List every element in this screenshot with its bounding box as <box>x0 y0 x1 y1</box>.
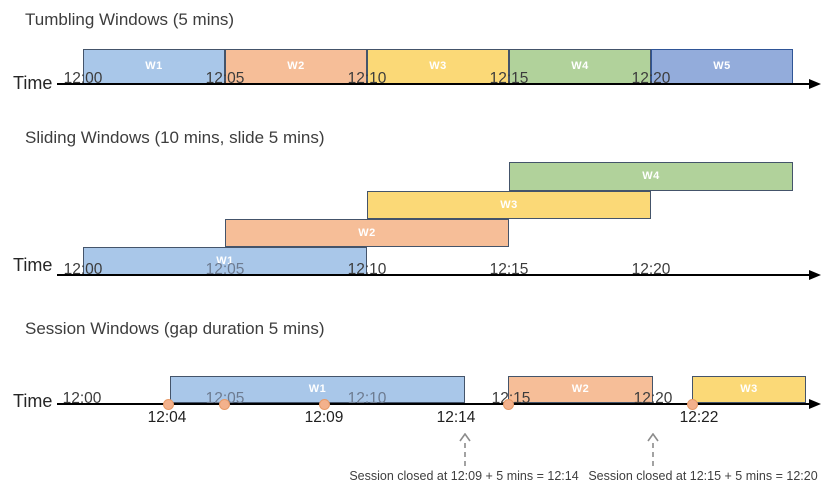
tumbling-window-label-w3: W3 <box>429 60 447 72</box>
session-callout-text: Session closed at 12:09 + 5 mins = 12:14 <box>349 469 579 483</box>
session-section-title: Session Windows (gap duration 5 mins) <box>25 319 325 338</box>
sliding-window-w1: W1 <box>83 247 367 275</box>
sliding-window-w4: W4 <box>509 162 793 191</box>
session-time-point-label: 12:14 <box>436 409 476 426</box>
tumbling-tick-label: 12:05 <box>205 69 245 87</box>
session-timeline-arrowhead-icon <box>809 399 821 409</box>
sliding-window-label-w1: W1 <box>216 254 234 267</box>
session-timeline-axis <box>57 403 810 405</box>
tumbling-tick-label: 12:00 <box>63 69 103 87</box>
sliding-window-label-w3: W3 <box>500 198 518 211</box>
session-window-label-w1: W1 <box>308 383 327 395</box>
session-event-dot <box>162 398 174 410</box>
session-window-w3: W3 <box>692 376 806 403</box>
session-callout-arrow-icon <box>647 433 659 466</box>
session-callout-text: Session closed at 12:15 + 5 mins = 12:20 <box>588 469 818 483</box>
tumbling-window-w4: W4 <box>509 49 651 84</box>
tumbling-tick-label: 12:10 <box>347 69 387 87</box>
tumbling-timeline-arrowhead-icon <box>809 79 821 89</box>
sliding-tick-label: 12:20 <box>631 260 671 278</box>
sliding-window-w2: W2 <box>225 219 509 247</box>
session-event-dot <box>318 398 330 410</box>
session-event-dot <box>218 398 230 410</box>
sliding-timeline-axis <box>57 274 810 276</box>
session-tick-label: 12:00 <box>62 389 102 407</box>
session-tick-label: 12:05 <box>205 389 245 407</box>
tumbling-window-label-w2: W2 <box>287 60 305 72</box>
sliding-tick-label: 12:05 <box>205 260 245 278</box>
sliding-time-axis-label: Time <box>13 255 53 275</box>
tumbling-window-label-w1: W1 <box>145 60 163 72</box>
session-tick-label: 12:10 <box>347 389 387 407</box>
sliding-window-w3: W3 <box>367 191 651 219</box>
session-time-axis-label: Time <box>13 391 53 411</box>
tumbling-timeline-axis <box>57 83 810 85</box>
sliding-window-label-w4: W4 <box>642 170 660 182</box>
session-window-label-w3: W3 <box>740 383 758 395</box>
tumbling-section-title: Tumbling Windows (5 mins) <box>25 10 235 29</box>
session-tick-label: 12:20 <box>633 389 673 407</box>
tumbling-time-axis-label: Time <box>13 73 53 93</box>
tumbling-tick-label: 12:15 <box>489 69 529 87</box>
sliding-tick-label: 12:00 <box>63 260 103 278</box>
session-window-label-w2: W2 <box>571 383 590 395</box>
sliding-window-label-w2: W2 <box>358 226 376 239</box>
tumbling-window-label-w5: W5 <box>713 60 731 72</box>
sliding-timeline-arrowhead-icon <box>809 270 821 280</box>
session-callout-arrow-icon <box>459 433 471 466</box>
session-time-point-label: 12:04 <box>147 409 187 426</box>
tumbling-window-w3: W3 <box>367 49 509 84</box>
session-tick-label: 12:15 <box>491 389 531 407</box>
session-event-dot <box>686 398 698 410</box>
session-time-point-label: 12:09 <box>304 409 344 426</box>
session-window-w2: W2 <box>508 376 653 403</box>
session-time-point-label: 12:22 <box>679 409 719 426</box>
session-window-w1: W1 <box>170 376 465 403</box>
sliding-tick-label: 12:10 <box>347 260 387 278</box>
tumbling-window-w5: W5 <box>651 49 793 84</box>
tumbling-window-w2: W2 <box>225 49 367 84</box>
sliding-tick-label: 12:15 <box>489 260 529 278</box>
tumbling-tick-label: 12:20 <box>631 69 671 87</box>
tumbling-window-w1: W1 <box>83 49 225 84</box>
tumbling-window-label-w4: W4 <box>571 60 589 72</box>
session-event-dot <box>502 398 514 410</box>
sliding-section-title: Sliding Windows (10 mins, slide 5 mins) <box>25 128 325 147</box>
